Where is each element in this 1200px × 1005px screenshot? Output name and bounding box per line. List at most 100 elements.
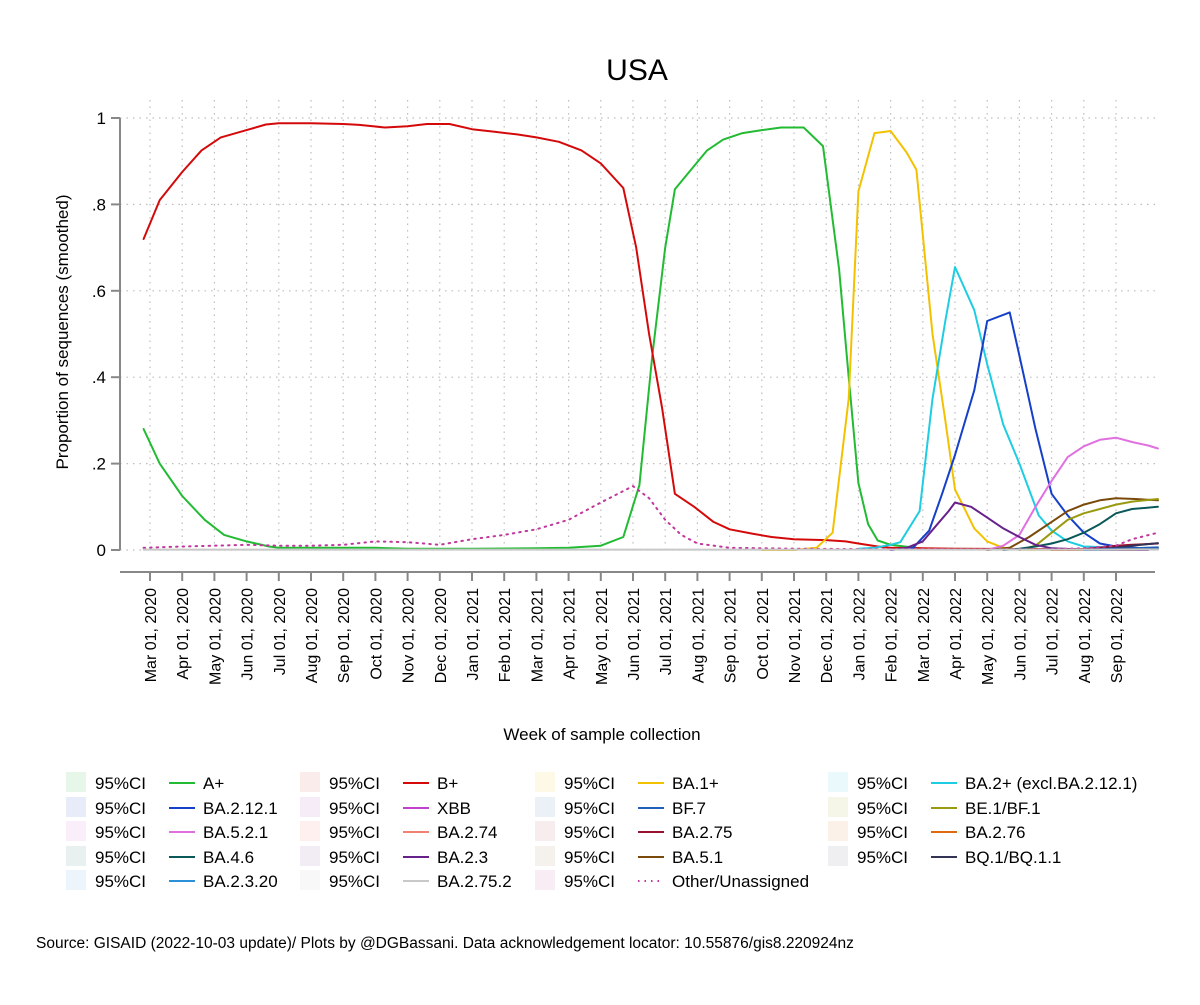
legend-ci-label: 95%CI: [95, 848, 146, 867]
legend-label-b-: B+: [437, 774, 458, 793]
y-tick-label: 1: [97, 109, 106, 128]
legend-ci-swatch-ba-4-6: [66, 846, 86, 866]
legend-ci-label: 95%CI: [95, 872, 146, 891]
x-tick-label: Jul 01, 2020: [272, 588, 289, 675]
legend-ci-label: 95%CI: [329, 823, 380, 842]
legend-ci-swatch-ba-2-76: [828, 821, 848, 841]
x-tick-label: Nov 01, 2020: [401, 588, 418, 683]
legend-label-xbb: XBB: [437, 799, 471, 818]
y-axis: 0 .2 .4 .6 .8 1: [92, 109, 121, 560]
x-tick-label: Jul 01, 2021: [658, 588, 675, 675]
legend-ci-swatch-a-: [66, 772, 86, 792]
x-tick-label: Sep 01, 2022: [1109, 588, 1126, 683]
x-tick-label: Jun 01, 2021: [626, 588, 643, 681]
series-line-ba-5-1: [986, 497, 1159, 551]
x-tick-label: Mar 01, 2022: [916, 588, 933, 682]
x-tick-label: Jun 01, 2022: [1012, 588, 1029, 681]
x-tick-label: Jun 01, 2020: [240, 588, 257, 681]
legend-label-ba-5-1: BA.5.1: [672, 848, 723, 867]
y-tick-label: .2: [92, 455, 106, 474]
legend-ci-label: 95%CI: [329, 872, 380, 891]
x-tick-label: Oct 01, 2021: [755, 588, 772, 680]
legend: 95%CI A+ 95%CI BA.2.12.1 95%CI BA.5.2.1 95%CI B…: [66, 772, 1137, 891]
series-line-ba-2-3: [889, 501, 1150, 551]
legend-ci-swatch-bf-7: [535, 797, 555, 817]
legend-ci-label: 95%CI: [329, 774, 380, 793]
legend-ci-label: 95%CI: [564, 823, 615, 842]
legend-ci-swatch-ba-2-3-20: [66, 870, 86, 890]
legend-ci-label: 95%CI: [564, 872, 615, 891]
series-line-b-: [142, 122, 1150, 551]
legend-ci-label: 95%CI: [857, 774, 908, 793]
series-line-be-1-bf-1: [1018, 498, 1159, 551]
x-tick-label: Mar 01, 2021: [529, 588, 546, 682]
x-tick-label: Apr 01, 2021: [562, 588, 579, 680]
x-axis-label: Week of sample collection: [503, 725, 700, 744]
x-axis: Mar 01, 2020 Apr 01, 2020 May 01, 2020 Jun …: [120, 571, 1155, 685]
y-tick-label: .8: [92, 195, 106, 214]
legend-ci-label: 95%CI: [857, 848, 908, 867]
x-tick-label: Aug 01, 2022: [1077, 588, 1094, 683]
x-tick-label: Feb 01, 2021: [497, 588, 514, 682]
source-note: Source: GISAID (2022-10-03 update)/ Plot…: [36, 935, 854, 952]
legend-ci-label: 95%CI: [564, 774, 615, 793]
y-tick-label: .4: [92, 368, 106, 387]
x-tick-label: Dec 01, 2021: [819, 588, 836, 683]
y-tick-label: .6: [92, 282, 106, 301]
x-tick-label: Sep 01, 2021: [723, 588, 740, 683]
legend-ci-label: 95%CI: [329, 848, 380, 867]
x-tick-label: Jul 01, 2022: [1045, 588, 1062, 675]
legend-ci-swatch-xbb: [300, 797, 320, 817]
x-tick-label: May 01, 2021: [594, 588, 611, 685]
legend-ci-label: 95%CI: [95, 823, 146, 842]
legend-label-ba-2-12-1: BA.2.12.1: [203, 799, 278, 818]
legend-label-ba-2-74: BA.2.74: [437, 823, 498, 842]
x-tick-label: Feb 01, 2022: [884, 588, 901, 682]
series-line-other-unassigned: [142, 485, 1159, 551]
grid-lines: [120, 100, 1155, 551]
series-layer: [142, 122, 1159, 551]
legend-label-be-1-bf-1: BE.1/BF.1: [965, 799, 1041, 818]
x-tick-label: Jan 01, 2022: [851, 588, 868, 681]
chart-title: USA: [606, 54, 668, 87]
y-axis-label: Proportion of sequences (smoothed): [53, 195, 72, 470]
x-tick-label: May 01, 2020: [207, 588, 224, 685]
legend-ci-swatch-be-1-bf-1: [828, 797, 848, 817]
x-tick-label: Nov 01, 2021: [787, 588, 804, 683]
x-tick-label: Aug 01, 2021: [690, 588, 707, 683]
legend-ci-swatch-ba-2-75: [535, 821, 555, 841]
legend-label-other-unassigned: Other/Unassigned: [672, 872, 809, 891]
legend-ci-label: 95%CI: [95, 799, 146, 818]
x-tick-label: Dec 01, 2020: [433, 588, 450, 683]
x-tick-label: Sep 01, 2020: [336, 588, 353, 683]
legend-ci-label: 95%CI: [857, 799, 908, 818]
legend-label-ba-4-6: BA.4.6: [203, 848, 254, 867]
legend-label-ba-1-: BA.1+: [672, 774, 719, 793]
legend-label-ba-2-3: BA.2.3: [437, 848, 488, 867]
series-line-ba-2-excl-ba-2-12-1-: [857, 266, 1150, 550]
legend-label-ba-2-76: BA.2.76: [965, 823, 1026, 842]
legend-ci-swatch-ba-2-12-1: [66, 797, 86, 817]
x-tick-label: Apr 01, 2020: [175, 588, 192, 680]
series-line-a-: [142, 126, 1150, 551]
legend-ci-swatch-ba-2-excl-ba-2-12-1-: [828, 772, 848, 792]
legend-label-a-: A+: [203, 774, 224, 793]
legend-ci-label: 95%CI: [857, 823, 908, 842]
legend-ci-swatch-ba-5-1: [535, 846, 555, 866]
legend-ci-swatch-ba-2-75-2: [300, 870, 320, 890]
y-tick-label: 0: [97, 541, 106, 560]
legend-label-ba-5-2-1: BA.5.2.1: [203, 823, 268, 842]
legend-label-bq-1-bq-1-1: BQ.1/BQ.1.1: [965, 848, 1061, 867]
legend-ci-swatch-bq-1-bq-1-1: [828, 846, 848, 866]
x-tick-label: Jan 01, 2021: [465, 588, 482, 681]
legend-label-ba-2-75-2: BA.2.75.2: [437, 872, 512, 891]
x-tick-label: Apr 01, 2022: [948, 588, 965, 680]
legend-ci-swatch-ba-1-: [535, 772, 555, 792]
legend-ci-swatch-ba-2-74: [300, 821, 320, 841]
legend-ci-swatch-ba-5-2-1: [66, 821, 86, 841]
legend-ci-label: 95%CI: [329, 799, 380, 818]
x-tick-label: May 01, 2022: [980, 588, 997, 685]
legend-ci-swatch-ba-2-3: [300, 846, 320, 866]
